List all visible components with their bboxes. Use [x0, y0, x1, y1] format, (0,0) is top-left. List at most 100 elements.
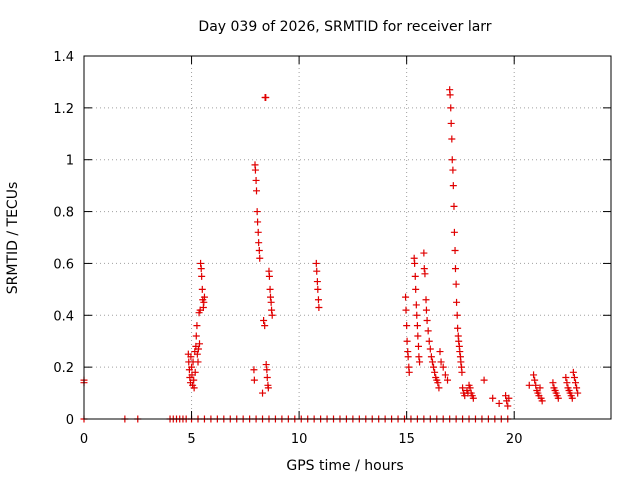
data-point — [190, 384, 198, 392]
data-point — [562, 374, 570, 382]
data-point — [421, 270, 429, 278]
data-point — [254, 218, 262, 226]
data-point — [568, 394, 576, 402]
data-point — [434, 379, 442, 387]
data-point — [538, 397, 546, 405]
data-point — [504, 402, 512, 410]
y-axis-title: SRMTID / TECUs — [5, 182, 21, 295]
y-tick-label: 1.2 — [53, 102, 74, 117]
data-point — [570, 374, 578, 382]
data-point — [430, 363, 438, 371]
data-point — [448, 135, 456, 143]
data-point — [447, 119, 455, 127]
data-point — [251, 166, 259, 174]
data-point — [554, 394, 562, 402]
data-point — [453, 298, 461, 306]
data-point — [423, 316, 431, 324]
data-point — [437, 358, 445, 366]
data-point — [411, 272, 419, 280]
data-point — [198, 272, 206, 280]
data-point — [404, 353, 412, 361]
data-point — [572, 379, 580, 387]
data-point — [536, 384, 544, 392]
data-point — [495, 399, 503, 407]
data-point — [197, 259, 205, 267]
x-tick-label: 15 — [398, 432, 415, 447]
data-point — [190, 376, 198, 384]
y-tick-label: 0.2 — [53, 361, 74, 376]
data-point — [426, 345, 434, 353]
data-point — [414, 332, 422, 340]
data-point — [448, 156, 456, 164]
y-axis-ticks: 0 0.2 0.4 0.6 0.8 1 1.2 1.4 — [53, 50, 611, 428]
data-point — [256, 254, 264, 262]
data-point — [413, 322, 421, 330]
data-point — [441, 371, 449, 379]
data-point — [187, 353, 195, 361]
y-tick-label: 1 — [66, 154, 74, 169]
data-point — [422, 306, 430, 314]
data-point — [196, 340, 204, 348]
y-tick-label: 1.4 — [53, 50, 74, 65]
data-point — [403, 322, 411, 330]
data-point — [530, 371, 538, 379]
data-point — [412, 285, 420, 293]
data-point — [268, 311, 276, 319]
y-tick-label: 0.4 — [53, 309, 74, 324]
data-point — [574, 389, 582, 397]
data-point — [447, 104, 455, 112]
data-point — [450, 228, 458, 236]
data-point — [414, 342, 422, 350]
data-point — [250, 376, 258, 384]
data-point — [313, 267, 321, 275]
data-point — [268, 306, 276, 314]
data-point — [402, 293, 410, 301]
data-point — [449, 166, 457, 174]
data-point — [435, 384, 443, 392]
data-point — [267, 298, 275, 306]
data-point — [411, 259, 419, 267]
data-point — [457, 358, 465, 366]
data-point — [569, 368, 577, 376]
data-point — [312, 259, 320, 267]
data-point — [573, 384, 581, 392]
data-point — [436, 348, 444, 356]
data-point — [469, 394, 477, 402]
data-point — [453, 311, 461, 319]
data-point — [265, 272, 273, 280]
data-point — [200, 293, 208, 301]
data-point — [259, 389, 267, 397]
data-point — [266, 293, 274, 301]
data-point — [451, 265, 459, 273]
data-point — [405, 368, 413, 376]
data-point — [532, 381, 540, 389]
data-point — [444, 376, 452, 384]
data-point — [427, 353, 435, 361]
data-point — [456, 348, 464, 356]
data-point — [194, 358, 202, 366]
data-point — [200, 298, 208, 306]
x-tick-label: 0 — [80, 432, 88, 447]
data-point — [193, 350, 201, 358]
x-axis-ticks: 0 5 10 15 20 — [80, 56, 522, 447]
data-point — [455, 337, 463, 345]
data-point — [254, 228, 262, 236]
data-point — [315, 304, 323, 312]
data-point — [253, 187, 261, 195]
data-points — [80, 86, 582, 423]
data-point — [250, 366, 258, 374]
data-point — [420, 265, 428, 273]
data-point — [531, 376, 539, 384]
data-point — [261, 322, 269, 330]
data-point — [459, 384, 467, 392]
chart-title: Day 039 of 2026, SRMTID for receiver lar… — [198, 19, 491, 35]
y-tick-label: 0.6 — [53, 257, 74, 272]
data-point — [450, 202, 458, 210]
data-point — [188, 363, 196, 371]
data-point — [416, 358, 424, 366]
data-point — [505, 394, 513, 402]
data-point — [262, 93, 270, 101]
data-point — [549, 379, 557, 387]
data-point — [439, 363, 447, 371]
data-point — [431, 368, 439, 376]
